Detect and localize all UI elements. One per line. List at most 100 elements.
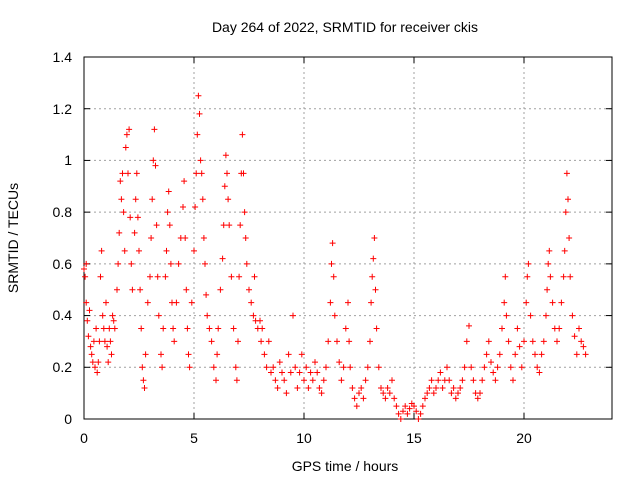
data-point — [582, 351, 589, 358]
data-point — [507, 364, 514, 371]
data-point — [397, 416, 404, 422]
data-point — [481, 364, 488, 371]
data-point — [386, 390, 393, 397]
data-point — [90, 338, 97, 345]
data-point — [562, 209, 569, 216]
data-point — [450, 384, 457, 391]
data-point — [132, 196, 139, 203]
data-point — [99, 312, 106, 319]
data-point — [292, 364, 299, 371]
data-point — [100, 325, 107, 332]
data-point — [265, 338, 272, 345]
data-point — [149, 196, 156, 203]
data-point — [362, 377, 369, 384]
data-point — [402, 403, 409, 410]
data-point — [170, 325, 177, 332]
x-axis-title: GPS time / hours — [292, 458, 399, 474]
data-point — [213, 377, 219, 384]
x-axis: 0 5 10 15 20 — [80, 430, 532, 446]
data-point — [83, 260, 90, 267]
data-point — [116, 229, 123, 236]
data-point — [578, 338, 585, 345]
data-point — [287, 369, 294, 376]
data-point — [521, 338, 527, 345]
y-tick-label: 0.6 — [53, 256, 73, 272]
data-point — [167, 260, 174, 267]
data-point — [345, 299, 351, 306]
data-point — [103, 299, 109, 306]
data-point — [147, 273, 153, 280]
data-point — [563, 170, 570, 177]
data-point — [175, 260, 182, 267]
data-point — [85, 333, 92, 340]
data-point — [375, 364, 382, 371]
data-point — [154, 273, 161, 280]
data-point — [503, 312, 510, 319]
data-point — [430, 390, 437, 397]
data-point — [285, 351, 292, 358]
data-point — [525, 260, 532, 267]
y-tick-label: 0.8 — [53, 204, 73, 220]
data-point — [89, 359, 96, 366]
data-point — [259, 325, 266, 332]
data-point — [560, 273, 567, 280]
data-point — [516, 343, 523, 350]
data-point — [111, 325, 118, 332]
data-point — [406, 405, 413, 412]
data-point — [463, 338, 470, 345]
data-point — [164, 209, 171, 216]
data-point — [524, 273, 531, 280]
data-point — [228, 273, 235, 280]
data-point — [494, 364, 501, 371]
data-point — [461, 364, 468, 371]
y-axis: 0 0.2 0.4 0.6 0.8 1 1.2 1.4 — [53, 49, 73, 427]
data-point — [413, 408, 420, 415]
data-point — [455, 390, 461, 397]
data-point — [419, 403, 426, 410]
data-point — [136, 247, 142, 254]
data-point — [203, 291, 210, 298]
data-point — [331, 312, 338, 319]
data-point — [165, 188, 172, 195]
data-point — [483, 351, 490, 358]
data-point — [298, 351, 305, 358]
data-point — [369, 273, 376, 280]
data-point — [202, 260, 208, 267]
data-point — [468, 364, 475, 371]
data-point — [549, 299, 556, 306]
data-point — [433, 384, 439, 391]
data-point — [214, 351, 221, 358]
data-point — [384, 384, 391, 391]
data-point — [569, 312, 576, 319]
data-point — [368, 299, 375, 306]
data-point — [251, 273, 258, 280]
data-point — [556, 325, 563, 332]
data-point — [222, 152, 229, 159]
data-point — [162, 273, 169, 280]
data-point — [457, 384, 464, 391]
data-point — [261, 351, 268, 358]
chart-title: Day 264 of 2022, SRMTID for receiver cki… — [212, 19, 478, 35]
data-point — [88, 351, 95, 358]
data-point — [393, 403, 400, 410]
data-point — [139, 364, 146, 371]
data-point — [296, 369, 303, 376]
data-point — [193, 170, 200, 177]
data-point — [512, 351, 519, 358]
data-point — [316, 384, 323, 391]
data-point — [166, 222, 173, 229]
data-point — [270, 364, 277, 371]
data-point — [97, 273, 104, 280]
plot-frame — [83, 56, 613, 420]
data-point — [424, 390, 431, 397]
data-point — [540, 338, 547, 345]
data-point — [122, 144, 129, 151]
data-point — [565, 196, 571, 203]
data-point — [485, 338, 492, 345]
data-point — [93, 325, 100, 332]
data-point — [389, 377, 395, 384]
data-point — [180, 203, 186, 210]
data-point — [353, 403, 360, 410]
data-point — [108, 351, 115, 358]
data-point — [305, 384, 312, 391]
